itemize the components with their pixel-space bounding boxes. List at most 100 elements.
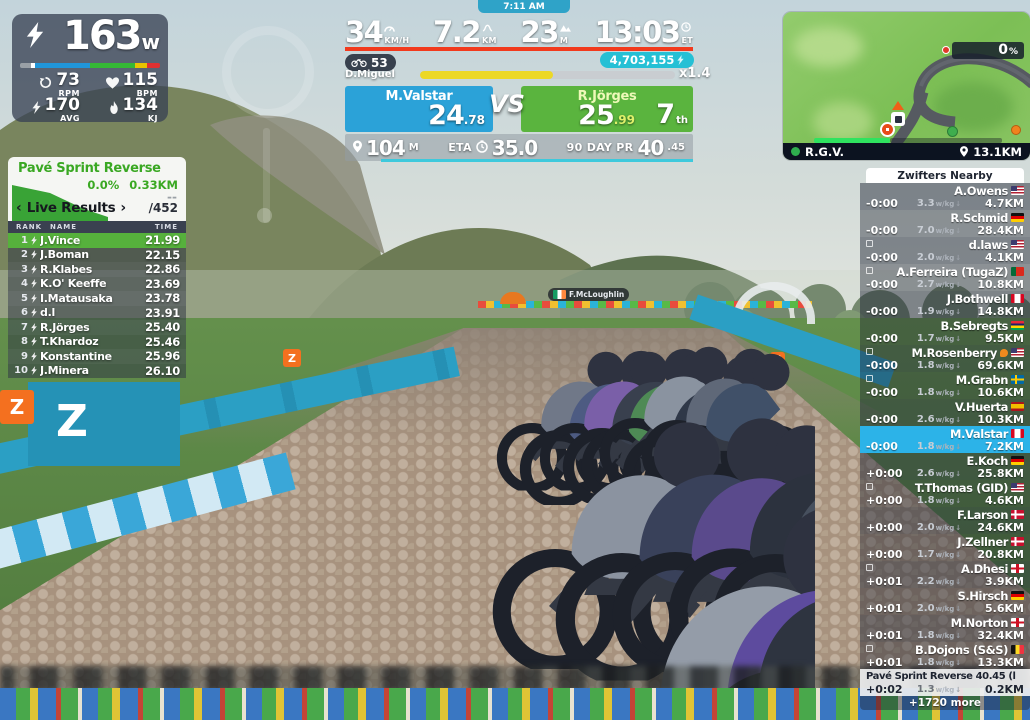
rider-distance: 14.8KM bbox=[977, 304, 1024, 318]
sprint-cyan-underline bbox=[381, 159, 693, 162]
nearby-rider-row[interactable]: S.Hirsch +0:01 2.0w/kg↓ 5.6KM bbox=[860, 588, 1030, 615]
nearby-rider-row[interactable]: V.Huerta -0:00 2.6w/kg↓ 10.3KM bbox=[860, 399, 1030, 426]
nearby-rider-row[interactable]: M.Norton +0:01 1.8w/kg↓ 32.4KM bbox=[860, 615, 1030, 642]
minimap-event-marker bbox=[880, 122, 895, 137]
xp-rider-label: D.Miguel bbox=[345, 69, 395, 80]
segment-gradient: 0.0% bbox=[87, 178, 120, 192]
rider-distance: 10.6KM bbox=[977, 385, 1024, 399]
ride-on-icon bbox=[1000, 348, 1008, 357]
nearby-rider-name: B.Sebregts bbox=[940, 318, 1009, 333]
rider-rank: 7 bbox=[21, 321, 28, 333]
nearby-rider-row[interactable]: T.Thomas (GID) +0:00 1.8w/kg↓ 4.6KM bbox=[860, 480, 1030, 507]
time-gap: +0:00 bbox=[866, 547, 903, 561]
timer-value: 13:03 bbox=[594, 15, 681, 49]
cadence-unit: RPM bbox=[58, 88, 80, 98]
zwift-logo-sign: Z bbox=[0, 390, 34, 424]
nearby-rider-name: E.Koch bbox=[966, 453, 1009, 468]
minimap-red-marker bbox=[942, 46, 950, 54]
rider-distance: 7.2KM bbox=[985, 439, 1024, 453]
leaderboard-row: 4 K.O' Keeffe 23.69 bbox=[8, 276, 186, 291]
pr-label: 90 DAY PR bbox=[566, 141, 634, 154]
rider-distance: 69.6KM bbox=[977, 358, 1024, 372]
time-gap: +0:02 bbox=[866, 682, 903, 696]
country-flag-icon bbox=[1011, 483, 1024, 492]
nearby-rider-row[interactable]: A.Dhesi +0:01 2.2w/kg↓ 3.9KM bbox=[860, 561, 1030, 588]
elevation-value: 23 bbox=[520, 15, 560, 49]
xp-lightning-icon bbox=[677, 55, 684, 65]
pr-value: 40 bbox=[637, 135, 664, 160]
watts-per-kg: 2.0w/kg↓ bbox=[916, 602, 962, 614]
prev-arrow[interactable]: ‹ bbox=[16, 200, 22, 216]
nearby-rider-name: R.Schmid bbox=[950, 210, 1008, 225]
rider-time: 26.10 bbox=[145, 363, 180, 378]
rider-distance: 24.6KM bbox=[977, 520, 1024, 534]
zwifters-nearby-panel: Zwifters Nearby A.Owens -0:00 3.3w/kg↓ 4… bbox=[860, 168, 1030, 710]
time-gap: +0:00 bbox=[866, 493, 903, 507]
lightning-icon bbox=[28, 351, 40, 361]
next-arrow[interactable]: › bbox=[120, 200, 127, 216]
nearby-rider-row[interactable]: A.Owens -0:00 3.3w/kg↓ 4.7KM bbox=[860, 183, 1030, 210]
watts-per-kg: 1.8w/kg↓ bbox=[916, 629, 962, 641]
gradient-value: 0 bbox=[998, 42, 1008, 58]
nearby-rider-row[interactable]: B.Dojons (S&S) +0:01 1.8w/kg↓ 13.3KM bbox=[860, 642, 1030, 669]
rider-distance: 9.5KM bbox=[985, 331, 1024, 345]
distance-unit: KM bbox=[481, 36, 497, 45]
rider-distance: 0.2KM bbox=[985, 682, 1024, 696]
speed-value: 34 bbox=[345, 15, 384, 49]
rider-nameplate: F.McLoughlin bbox=[548, 288, 630, 301]
country-flag-icon bbox=[1011, 402, 1024, 411]
rider-name: Konstantine bbox=[40, 349, 112, 363]
zwift-wall: Z bbox=[28, 382, 180, 466]
rider-distance: 13.3KM bbox=[977, 655, 1024, 669]
rider-rank: 9 bbox=[21, 350, 28, 362]
clock-time: 7:11 AM bbox=[503, 1, 545, 12]
nearby-rider-row[interactable]: Pavé Sprint Reverse 40.45 (l +0:02 1.3w/… bbox=[860, 669, 1030, 696]
stats-underline bbox=[345, 47, 693, 51]
timer-stat: 13:03 ET bbox=[595, 12, 693, 47]
segment-header: Pavé Sprint Reverse 0.0% 0.33KM -- ‹ Liv… bbox=[8, 157, 186, 221]
country-flag-icon bbox=[1011, 213, 1024, 222]
watts-per-kg: 2.6w/kg↓ bbox=[916, 467, 962, 479]
nearby-rider-row[interactable]: J.Bothwell -0:00 1.9w/kg↓ 14.8KM bbox=[860, 291, 1030, 318]
colorful-fence bbox=[0, 688, 1030, 720]
companion-device-icon bbox=[866, 348, 873, 355]
leaderboard-row: 5 I.Matausaka 23.78 bbox=[8, 291, 186, 306]
watts-per-kg: 1.7w/kg↓ bbox=[916, 332, 962, 344]
gradient-indicator: 0 % bbox=[952, 42, 1024, 59]
rider-name: J.Vince bbox=[40, 233, 81, 247]
watts-per-kg: 7.0w/kg↓ bbox=[916, 224, 962, 236]
rider-rank: 5 bbox=[21, 292, 28, 304]
nearby-rider-row[interactable]: B.Sebregts -0:00 1.7w/kg↓ 9.5KM bbox=[860, 318, 1030, 345]
nearby-rider-row[interactable]: M.Grabn -0:00 1.8w/kg↓ 10.6KM bbox=[860, 372, 1030, 399]
results-count: /452 bbox=[148, 201, 178, 215]
avg-cell: 170 AVG bbox=[12, 96, 90, 123]
rider-name: T.Khardoz bbox=[40, 335, 99, 349]
nearby-rider-row[interactable]: F.Larson +0:00 2.0w/kg↓ 24.6KM bbox=[860, 507, 1030, 534]
elevation-stat: 23 M bbox=[521, 12, 571, 47]
nearby-rider-row[interactable]: E.Koch +0:00 2.6w/kg↓ 25.8KM bbox=[860, 453, 1030, 480]
nearby-rider-row[interactable]: A.Ferreira (TugaZ) -0:00 2.7w/kg↓ 10.8KM bbox=[860, 264, 1030, 291]
nearby-rider-name: A.Owens bbox=[954, 183, 1008, 198]
rider-name: J.Boman bbox=[40, 248, 89, 262]
rider-time: 25.96 bbox=[145, 349, 180, 364]
leaderboard-row: 8 T.Khardoz 25.46 bbox=[8, 334, 186, 349]
gauge-icon bbox=[384, 17, 396, 36]
mountain-icon bbox=[559, 17, 571, 36]
nearby-title: Zwifters Nearby bbox=[866, 168, 1024, 183]
stopwatch-icon bbox=[476, 138, 488, 157]
nearby-rider-row[interactable]: M.Rosenberry -0:00 1.8w/kg↓ 69.6KM bbox=[860, 345, 1030, 372]
time-gap: +0:01 bbox=[866, 628, 903, 642]
rider-time: 23.78 bbox=[145, 291, 180, 306]
rider-name: R.Klabes bbox=[40, 262, 93, 276]
watts-per-kg: 2.7w/kg↓ bbox=[916, 278, 962, 290]
nearby-rider-row[interactable]: R.Schmid -0:00 7.0w/kg↓ 28.4KM bbox=[860, 210, 1030, 237]
companion-device-icon bbox=[866, 483, 873, 490]
rider-name: K.O' Keeffe bbox=[40, 277, 107, 291]
nearby-rider-row[interactable]: M.Valstar -0:00 1.8w/kg↓ 7.2KM bbox=[860, 426, 1030, 453]
nearby-rider-row[interactable]: J.Zellner +0:00 1.7w/kg↓ 20.8KM bbox=[860, 534, 1030, 561]
leaderboard-row: 1 J.Vince 21.99 bbox=[8, 233, 186, 248]
minimap-avatar bbox=[891, 112, 905, 126]
rider-time: 25.40 bbox=[145, 320, 180, 335]
nearby-rider-row[interactable]: d.laws -0:00 2.0w/kg↓ 4.1KM bbox=[860, 237, 1030, 264]
companion-device-icon bbox=[866, 564, 873, 571]
